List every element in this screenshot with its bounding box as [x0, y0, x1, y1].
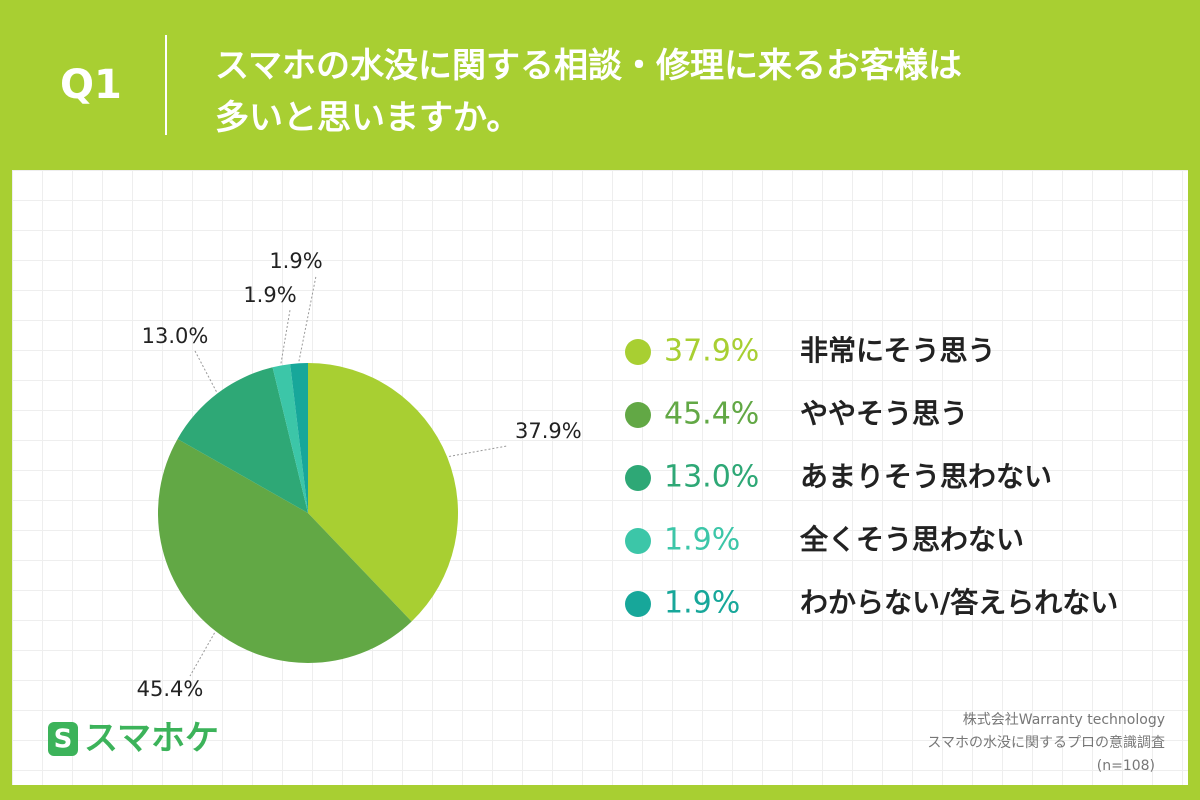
pie-slice — [177, 367, 308, 513]
legend-value: 13.0% — [664, 460, 759, 495]
data-label: 1.9% — [269, 249, 322, 273]
legend-label: あまりそう思わない — [800, 460, 1052, 493]
legend-swatch — [625, 591, 651, 617]
title: スマホの水没に関する相談・修理に来るお客様は 多いと思いますか。 — [215, 40, 962, 144]
separator — [165, 35, 167, 135]
pie-slice — [272, 364, 308, 513]
legend-value: 1.9% — [664, 586, 740, 621]
logo-icon — [48, 722, 78, 756]
question-number: Q1 — [60, 62, 122, 108]
legend-swatch — [625, 465, 651, 491]
footnote: スマホの水没に関するプロの意識調査 — [927, 734, 1165, 751]
pie-slice — [308, 363, 459, 622]
data-label: 13.0% — [142, 324, 209, 348]
legend-label: わからない/答えられない — [800, 586, 1118, 619]
legend-label: 全くそう思わない — [799, 523, 1024, 556]
legend-value: 1.9% — [664, 523, 740, 558]
leader-line — [298, 275, 317, 362]
data-label: 37.9% — [515, 419, 582, 443]
leader-line — [189, 632, 215, 677]
logo-icon-letter: S — [54, 725, 73, 755]
legend-swatch — [625, 402, 651, 428]
legend-label: 非常にそう思う — [800, 334, 995, 367]
legend-value: 45.4% — [664, 397, 759, 432]
data-label: 1.9% — [243, 283, 296, 307]
title-line: 多いと思いますか。 — [215, 98, 521, 138]
footnote: 株式会社Warranty technology — [963, 712, 1165, 728]
legend-swatch — [625, 339, 651, 365]
pie-slice — [157, 438, 412, 664]
title-line: スマホの水没に関する相談・修理に来るお客様は — [215, 46, 962, 86]
leader-line — [448, 445, 508, 457]
data-label: 45.4% — [137, 677, 204, 701]
legend-swatch — [625, 528, 651, 554]
footnote: (n=108) — [1097, 758, 1155, 774]
logo: スマホケ — [84, 719, 219, 759]
legend-value: 37.9% — [664, 334, 759, 369]
leader-line — [280, 309, 291, 364]
pie-slice — [290, 363, 308, 513]
leader-line — [194, 350, 217, 392]
legend-label: ややそう思う — [800, 397, 968, 430]
